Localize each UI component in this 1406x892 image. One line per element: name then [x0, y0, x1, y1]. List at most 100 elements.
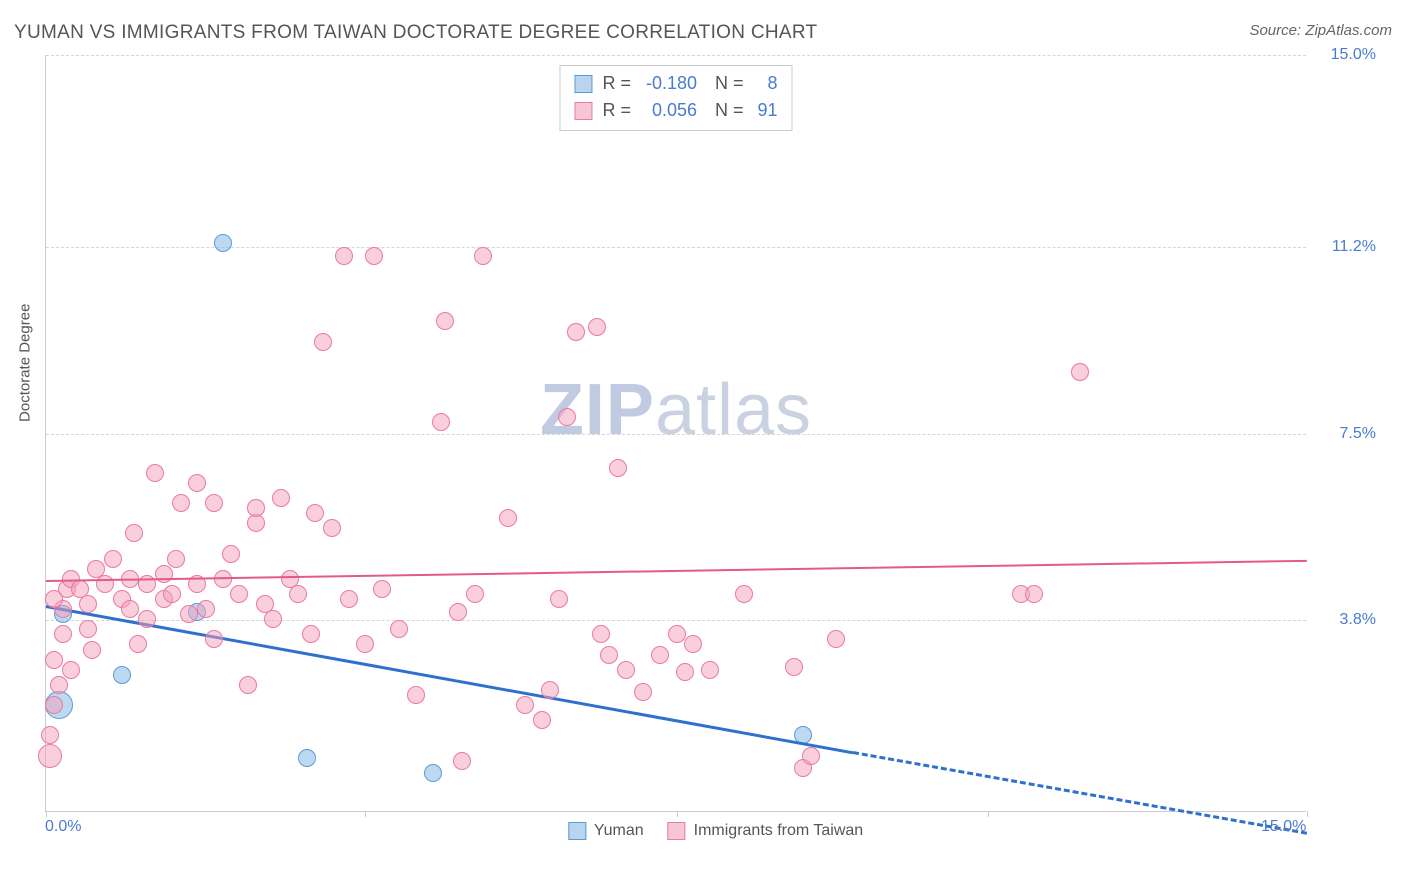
- r-value: -0.180: [639, 70, 697, 97]
- scatter-point: [390, 620, 408, 638]
- scatter-point: [802, 747, 820, 765]
- scatter-point: [541, 681, 559, 699]
- y-tick-label: 11.2%: [1332, 238, 1376, 256]
- x-tick-mark: [46, 811, 47, 817]
- scatter-point: [373, 580, 391, 598]
- y-tick-label: 3.8%: [1340, 611, 1376, 629]
- scatter-point: [205, 630, 223, 648]
- gridline: [46, 247, 1306, 248]
- scatter-point: [567, 323, 585, 341]
- scatter-point: [54, 625, 72, 643]
- scatter-point: [550, 590, 568, 608]
- scatter-point: [264, 610, 282, 628]
- scatter-point: [163, 585, 181, 603]
- chart-title: YUMAN VS IMMIGRANTS FROM TAIWAN DOCTORAT…: [14, 22, 817, 44]
- scatter-point: [600, 646, 618, 664]
- scatter-point: [188, 474, 206, 492]
- legend-label: Immigrants from Taiwan: [694, 822, 864, 840]
- watermark-atlas: atlas: [655, 370, 812, 450]
- scatter-point: [609, 459, 627, 477]
- scatter-point: [588, 318, 606, 336]
- scatter-point: [407, 686, 425, 704]
- series-swatch: [568, 822, 586, 840]
- scatter-point: [41, 726, 59, 744]
- stats-legend-box: R =-0.180N =8R =0.056N =91: [559, 65, 792, 131]
- trend-line: [46, 560, 1307, 582]
- scatter-point: [146, 464, 164, 482]
- scatter-point: [167, 550, 185, 568]
- gridline: [46, 620, 1306, 621]
- x-tick-mark: [365, 811, 366, 817]
- scatter-point: [79, 595, 97, 613]
- watermark-zip: ZIP: [540, 370, 655, 450]
- legend-item: Yuman: [568, 822, 644, 840]
- scatter-point: [138, 610, 156, 628]
- scatter-point: [298, 749, 316, 767]
- scatter-point: [1071, 363, 1089, 381]
- scatter-point: [222, 545, 240, 563]
- scatter-point: [129, 635, 147, 653]
- scatter-point: [272, 489, 290, 507]
- scatter-point: [323, 519, 341, 537]
- scatter-point: [121, 600, 139, 618]
- scatter-point: [516, 696, 534, 714]
- y-axis-label: Doctorate Degree: [17, 303, 34, 421]
- scatter-point: [676, 663, 694, 681]
- watermark: ZIPatlas: [540, 369, 812, 451]
- scatter-point: [113, 666, 131, 684]
- scatter-point: [172, 494, 190, 512]
- scatter-point: [436, 312, 454, 330]
- scatter-point: [306, 504, 324, 522]
- scatter-point: [668, 625, 686, 643]
- scatter-point: [79, 620, 97, 638]
- scatter-point: [499, 509, 517, 527]
- scatter-point: [558, 408, 576, 426]
- scatter-point: [1025, 585, 1043, 603]
- scatter-point: [197, 600, 215, 618]
- trend-line: [46, 605, 854, 754]
- n-label: N =: [715, 70, 744, 97]
- trend-line: [853, 751, 1307, 835]
- scatter-point: [247, 499, 265, 517]
- scatter-point: [50, 676, 68, 694]
- scatter-point: [96, 575, 114, 593]
- chart-header: YUMAN VS IMMIGRANTS FROM TAIWAN DOCTORAT…: [14, 22, 1392, 44]
- scatter-point: [453, 752, 471, 770]
- scatter-point: [735, 585, 753, 603]
- series-swatch: [574, 102, 592, 120]
- scatter-point: [45, 590, 63, 608]
- x-tick-mark: [1307, 811, 1308, 817]
- scatter-point: [214, 234, 232, 252]
- scatter-point: [45, 696, 63, 714]
- scatter-point: [302, 625, 320, 643]
- n-value: 8: [752, 70, 778, 97]
- chart-area: Doctorate Degree ZIPatlas R =-0.180N =8R…: [45, 55, 1386, 842]
- r-value: 0.056: [639, 97, 697, 124]
- legend-item: Immigrants from Taiwan: [668, 822, 864, 840]
- series-swatch: [668, 822, 686, 840]
- scatter-point: [356, 635, 374, 653]
- scatter-point: [651, 646, 669, 664]
- x-tick-mark: [988, 811, 989, 817]
- legend-label: Yuman: [594, 822, 644, 840]
- plot-region: ZIPatlas R =-0.180N =8R =0.056N =91: [45, 55, 1306, 812]
- series-swatch: [574, 75, 592, 93]
- scatter-point: [424, 764, 442, 782]
- scatter-point: [449, 603, 467, 621]
- scatter-point: [104, 550, 122, 568]
- stats-row: R =0.056N =91: [574, 97, 777, 124]
- scatter-point: [340, 590, 358, 608]
- r-label: R =: [602, 97, 631, 124]
- y-tick-label: 7.5%: [1340, 425, 1376, 443]
- n-label: N =: [715, 97, 744, 124]
- scatter-point: [592, 625, 610, 643]
- scatter-point: [180, 605, 198, 623]
- scatter-point: [617, 661, 635, 679]
- scatter-point: [38, 744, 62, 768]
- scatter-point: [466, 585, 484, 603]
- scatter-point: [432, 413, 450, 431]
- stats-row: R =-0.180N =8: [574, 70, 777, 97]
- scatter-point: [335, 247, 353, 265]
- scatter-point: [239, 676, 257, 694]
- chart-source: Source: ZipAtlas.com: [1249, 22, 1392, 39]
